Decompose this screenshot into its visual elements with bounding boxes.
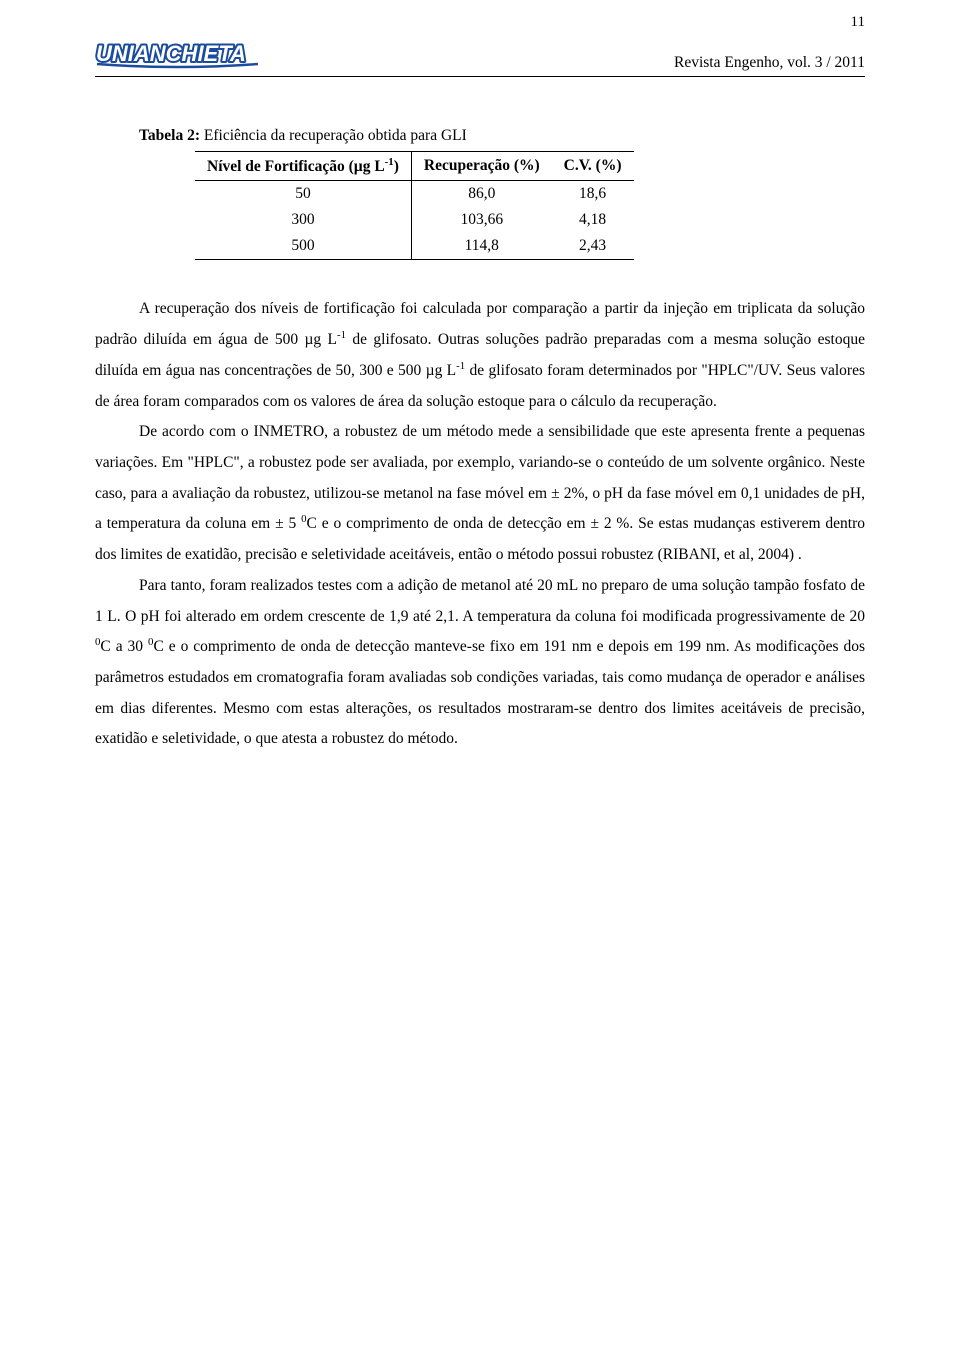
journal-title: Revista Engenho, vol. 3 / 2011 <box>260 54 865 72</box>
cell: 103,66 <box>411 207 551 233</box>
table-caption: Tabela 2: Eficiência da recuperação obti… <box>95 127 865 145</box>
page-number: 11 <box>851 14 865 31</box>
paragraph-2: De acordo com o INMETRO, a robustez de u… <box>95 417 865 571</box>
cell: 50 <box>195 181 411 208</box>
table-row: 300 103,66 4,18 <box>195 207 634 233</box>
cell: 18,6 <box>552 181 634 208</box>
body-text: A recuperação dos níveis de fortificação… <box>95 294 865 755</box>
col-header-fortification: Nível de Fortificação (µg L-1) <box>195 152 411 181</box>
cell: 2,43 <box>552 233 634 260</box>
cell: 86,0 <box>411 181 551 208</box>
svg-text:UNIANCHIETA: UNIANCHIETA <box>96 41 246 66</box>
paragraph-3: Para tanto, foram realizados testes com … <box>95 571 865 755</box>
cell: 114,8 <box>411 233 551 260</box>
header-rule <box>95 76 865 77</box>
table-header-row: Nível de Fortificação (µg L-1) Recuperaç… <box>195 152 634 181</box>
table-caption-bold: Tabela 2: <box>139 127 200 144</box>
cell: 500 <box>195 233 411 260</box>
cell: 4,18 <box>552 207 634 233</box>
efficiency-table: Nível de Fortificação (µg L-1) Recuperaç… <box>195 151 634 260</box>
col-header-cv: C.V. (%) <box>552 152 634 181</box>
header-row: UNIANCHIETA UNIANCHIETA Revista Engenho,… <box>95 32 865 72</box>
paragraph-1: A recuperação dos níveis de fortificação… <box>95 294 865 417</box>
unianchieta-logo: UNIANCHIETA UNIANCHIETA <box>95 32 260 72</box>
table-row: 500 114,8 2,43 <box>195 233 634 260</box>
table-caption-text: Eficiência da recuperação obtida para GL… <box>200 127 467 144</box>
table-row: 50 86,0 18,6 <box>195 181 634 208</box>
cell: 300 <box>195 207 411 233</box>
col-header-recovery: Recuperação (%) <box>411 152 551 181</box>
